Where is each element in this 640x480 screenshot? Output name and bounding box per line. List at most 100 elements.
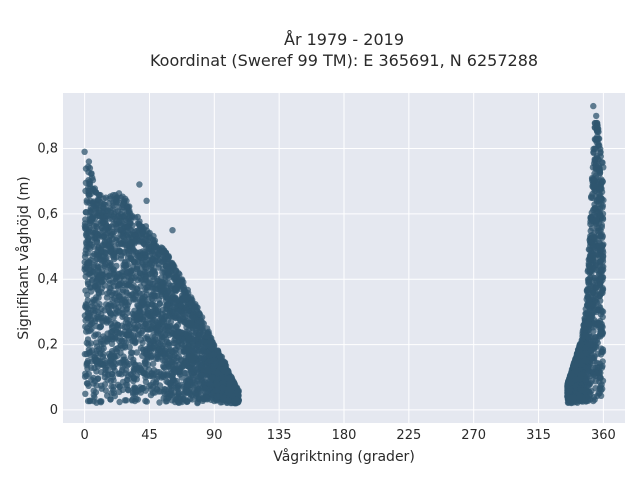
scatter-point — [106, 357, 114, 364]
y-tick-label: 0,4 — [37, 272, 58, 287]
scatter-point — [599, 263, 606, 271]
scatter-point — [142, 325, 149, 332]
scatter-point — [155, 388, 162, 395]
scatter-point — [180, 348, 188, 356]
scatter-point — [599, 274, 607, 281]
x-tick-label: 360 — [591, 428, 616, 443]
y-tick-label: 0 — [50, 403, 58, 418]
scatter-point — [129, 284, 136, 291]
scatter-point — [98, 289, 105, 296]
scatter-point — [124, 248, 132, 255]
scatter-point — [82, 209, 90, 216]
scatter-point — [151, 311, 158, 318]
scatter-point — [161, 386, 169, 393]
scatter-point — [224, 375, 231, 382]
scatter-point — [151, 342, 158, 349]
scatter-point — [128, 253, 135, 260]
scatter-point — [100, 362, 107, 369]
scatter-point — [189, 338, 196, 345]
scatter-point — [596, 292, 603, 300]
scatter-point — [592, 284, 600, 291]
scatter-point — [159, 310, 166, 318]
scatter-point — [114, 381, 122, 388]
scatter-point — [110, 302, 118, 309]
scatter-point — [136, 238, 143, 245]
chart-title-line1: År 1979 - 2019 — [284, 30, 404, 49]
scatter-point — [131, 337, 139, 345]
scatter-point — [97, 351, 104, 358]
scatter-point — [203, 332, 210, 340]
scatter-point — [125, 373, 132, 380]
scatter-point — [214, 382, 221, 389]
x-tick-label: 270 — [461, 428, 486, 443]
scatter-point — [172, 349, 179, 357]
scatter-point — [93, 255, 101, 263]
scatter-point — [145, 230, 152, 237]
scatter-point — [187, 379, 195, 386]
scatter-point — [136, 223, 144, 230]
scatter-point — [166, 357, 173, 365]
scatter-point — [86, 225, 94, 232]
scatter-point — [92, 331, 99, 338]
scatter-point — [591, 265, 598, 273]
scatter-point — [177, 301, 185, 309]
scatter-point — [114, 329, 121, 336]
scatter-point — [103, 213, 110, 220]
scatter-point — [123, 332, 131, 339]
scatter-point — [587, 341, 594, 348]
scatter-point — [155, 250, 162, 257]
scatter-point — [175, 399, 183, 406]
scatter-point — [93, 201, 101, 208]
scatter-point — [591, 201, 598, 208]
scatter-point — [189, 365, 196, 372]
scatter-point — [165, 341, 172, 348]
x-tick-label: 225 — [396, 428, 421, 443]
scatter-point — [116, 398, 123, 406]
scatter-point — [108, 223, 115, 230]
x-tick-label: 315 — [526, 428, 551, 443]
scatter-point — [590, 371, 597, 378]
scatter-point — [175, 308, 182, 315]
scatter-point — [156, 399, 163, 406]
scatter-point — [590, 145, 597, 153]
scatter-point — [160, 341, 167, 348]
x-tick-label: 90 — [206, 428, 223, 443]
scatter-point — [180, 310, 187, 317]
scatter-point — [154, 306, 162, 313]
scatter-point — [94, 363, 102, 370]
scatter-point — [125, 360, 133, 368]
scatter-point — [106, 248, 114, 255]
scatter-point — [171, 275, 179, 282]
scatter-point — [197, 363, 204, 371]
scatter-point — [140, 349, 148, 356]
scatter-point — [142, 236, 149, 243]
scatter-point — [98, 346, 105, 353]
scatter-point — [590, 394, 598, 401]
scatter-point — [201, 385, 209, 392]
scatter-point — [599, 202, 606, 209]
scatter-point — [81, 148, 88, 155]
scatter-point — [188, 294, 195, 301]
scatter-point — [139, 229, 146, 236]
scatter-point — [132, 290, 139, 297]
scatter-point — [85, 259, 93, 266]
scatter-point — [82, 370, 89, 377]
scatter-point — [89, 320, 96, 327]
scatter-point — [110, 213, 117, 220]
scatter-point — [175, 280, 183, 287]
scatter-point — [156, 382, 164, 389]
scatter-point — [187, 300, 194, 308]
scatter-point — [82, 250, 89, 257]
scatter-point — [110, 389, 118, 397]
scatter-point — [599, 178, 606, 185]
scatter-point — [195, 341, 202, 348]
scatter-point — [83, 239, 90, 246]
scatter-point — [131, 375, 138, 382]
scatter-point — [204, 367, 211, 374]
scatter-point — [84, 380, 91, 387]
scatter-point — [137, 344, 145, 352]
scatter-point — [129, 244, 136, 252]
scatter-point — [599, 216, 607, 223]
scatter-point — [214, 387, 221, 394]
